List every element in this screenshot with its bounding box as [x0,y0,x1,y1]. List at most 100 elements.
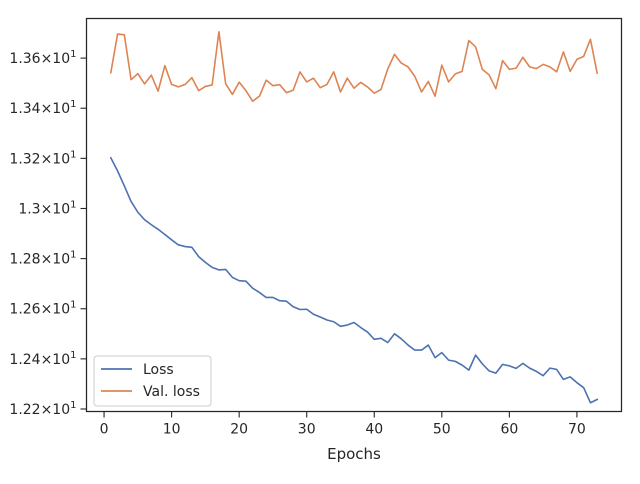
data-point-loss [434,357,436,359]
data-point-loss [596,399,598,401]
data-point-val-loss [265,79,267,81]
data-point-val-loss [353,87,355,89]
data-point-val-loss [515,67,517,69]
data-point-loss [542,375,544,377]
data-point-val-loss [319,87,321,89]
data-point-val-loss [481,68,483,70]
data-point-loss [441,352,443,354]
data-point-val-loss [394,53,396,55]
y-tick-label: 1.36×101 [9,49,76,67]
legend-label-loss: Loss [143,362,174,378]
data-point-loss [279,300,281,302]
data-point-loss [394,333,396,335]
y-tick-label: 1.26×101 [9,300,76,318]
data-point-val-loss [542,63,544,65]
y-tick-label: 1.22×101 [9,400,76,418]
data-point-loss [495,372,497,374]
x-tick-label: 0 [100,422,109,438]
data-point-val-loss [157,90,159,92]
data-point-loss [333,321,335,323]
data-point-val-loss [150,74,152,76]
data-point-loss [360,327,362,329]
data-point-loss [225,268,227,270]
x-axis-label: Epochs [327,445,381,463]
data-point-val-loss [144,83,146,85]
y-tick-label: 1.24×101 [9,350,76,368]
data-point-val-loss [130,79,132,81]
data-point-loss [123,185,125,187]
data-point-loss [137,211,139,213]
data-point-loss [563,379,565,381]
data-point-loss [144,219,146,221]
data-point-val-loss [454,73,456,75]
data-point-loss [340,325,342,327]
data-point-val-loss [252,100,254,102]
data-point-loss [522,362,524,364]
series-line-val-loss [109,30,599,103]
data-point-val-loss [171,84,173,86]
data-point-loss [286,300,288,302]
data-point-val-loss [522,56,524,58]
data-point-loss [177,244,179,246]
data-point-val-loss [556,71,558,73]
data-point-loss [319,316,321,318]
series-layer [109,30,599,404]
data-point-val-loss [326,84,328,86]
data-point-val-loss [427,81,429,83]
data-point-val-loss [198,90,200,92]
data-point-loss [400,338,402,340]
data-point-loss [508,365,510,367]
data-point-loss [367,331,369,333]
y-axis-ticks: 1.22×101 1.24×101 1.26×101 1.28×101 1.3×101 1… [9,49,87,418]
data-point-loss [387,342,389,344]
data-point-loss [414,349,416,351]
data-point-val-loss [225,83,227,85]
data-point-loss [326,319,328,321]
data-point-val-loss [590,38,592,40]
data-point-val-loss [569,70,571,72]
data-point-val-loss [407,66,409,68]
data-point-val-loss [333,71,335,73]
data-point-loss [299,309,301,311]
data-point-val-loss [421,91,423,93]
y-tick-label: 1.34×101 [9,99,76,117]
data-point-loss [191,246,193,248]
data-point-val-loss [164,65,166,67]
data-point-loss [373,338,375,340]
data-point-loss [292,306,294,308]
data-point-loss [171,239,173,241]
data-point-val-loss [313,77,315,79]
data-point-val-loss [177,86,179,88]
data-point-val-loss [286,92,288,94]
data-point-loss [306,308,308,310]
data-point-loss [184,246,186,248]
x-tick-label: 30 [298,422,316,438]
data-point-loss [556,368,558,370]
data-point-loss [130,201,132,203]
data-point-loss [110,157,112,159]
data-point-val-loss [468,40,470,42]
data-point-val-loss [238,81,240,83]
data-point-val-loss [495,88,497,90]
data-point-val-loss [204,86,206,88]
data-point-loss [150,224,152,226]
x-axis-ticks: 0 10 20 30 40 50 60 70 [100,411,586,438]
legend-label-val-loss: Val. loss [143,384,200,400]
data-point-val-loss [117,33,119,35]
data-point-val-loss [488,74,490,76]
data-point-loss [252,287,254,289]
data-point-loss [421,349,423,351]
x-tick-label: 10 [163,422,181,438]
data-point-val-loss [434,95,436,97]
data-point-loss [448,359,450,361]
data-point-val-loss [448,81,450,83]
data-point-val-loss [583,55,585,57]
data-point-val-loss [279,84,281,86]
data-point-loss [549,367,551,369]
data-point-val-loss [380,89,382,91]
data-point-loss [576,382,578,384]
data-point-loss [454,360,456,362]
data-point-val-loss [191,77,193,79]
data-point-val-loss [218,31,220,33]
